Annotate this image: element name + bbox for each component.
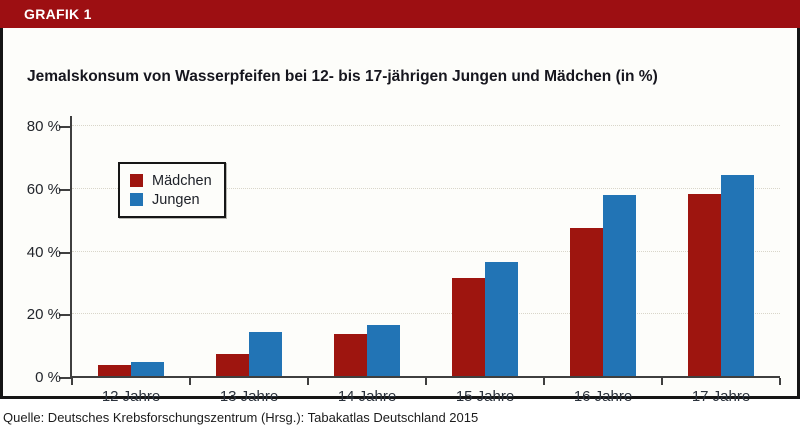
y-tick-20 xyxy=(59,314,72,317)
bar-jungen-17-jahre xyxy=(721,174,754,376)
bar-jungen-12-jahre xyxy=(131,362,164,376)
x-tick-5 xyxy=(661,378,663,385)
bar-maedchen-17-jahre xyxy=(688,193,721,376)
legend-item-maedchen: Mädchen xyxy=(130,171,212,190)
legend-item-jungen: Jungen xyxy=(130,190,212,209)
bar-maedchen-15-jahre xyxy=(452,278,485,376)
gridline-80 xyxy=(72,125,780,127)
bar-maedchen-16-jahre xyxy=(570,227,603,376)
x-label-14-jahre: 14 Jahre xyxy=(337,388,397,405)
x-label-13-jahre: 13 Jahre xyxy=(219,388,279,405)
legend-label: Jungen xyxy=(152,191,200,208)
y-tick-0 xyxy=(59,377,72,379)
legend-items: Mädchen Jungen xyxy=(130,171,212,209)
x-tick-6 xyxy=(779,378,781,385)
source-caption: Quelle: Deutsches Krebsforschungszentrum… xyxy=(3,410,479,425)
y-tick-label-20: 20 % xyxy=(26,306,61,324)
y-tick-40 xyxy=(59,251,72,254)
x-tick-1 xyxy=(189,378,191,385)
bar-maedchen-14-jahre xyxy=(334,334,367,376)
x-label-17-jahre: 17 Jahre xyxy=(691,388,751,405)
bar-maedchen-12-jahre xyxy=(98,365,131,376)
bar-maedchen-13-jahre xyxy=(216,353,249,376)
y-tick-label-80: 80 % xyxy=(26,118,61,136)
x-tick-2 xyxy=(307,378,309,385)
bar-jungen-13-jahre xyxy=(249,332,282,376)
bar-jungen-15-jahre xyxy=(485,262,518,376)
legend-label: Mädchen xyxy=(152,172,212,189)
y-tick-label-40: 40 % xyxy=(26,243,61,261)
y-tick-label-60: 60 % xyxy=(26,180,61,198)
figure-header-bar: GRAFIK 1 xyxy=(0,0,800,28)
plot-area xyxy=(70,116,780,378)
gridline-60 xyxy=(72,187,780,189)
figure-header-label: GRAFIK 1 xyxy=(24,6,92,22)
legend: Mädchen Jungen xyxy=(118,162,226,218)
gridline-40 xyxy=(72,250,780,252)
legend-swatch-icon xyxy=(130,174,143,187)
y-tick-label-0: 0 % xyxy=(35,369,61,386)
x-label-15-jahre: 15 Jahre xyxy=(455,388,515,405)
x-label-16-jahre: 16 Jahre xyxy=(573,388,633,405)
x-tick-3 xyxy=(425,378,427,385)
x-label-12-jahre: 12 Jahre xyxy=(101,388,161,405)
y-tick-80 xyxy=(59,126,72,129)
y-tick-60 xyxy=(59,188,72,191)
figure-box: Jemalskonsum von Wasserpfeifen bei 12- b… xyxy=(0,28,800,405)
bar-jungen-14-jahre xyxy=(367,325,400,376)
legend-swatch-icon xyxy=(130,193,143,206)
gridline-20 xyxy=(72,313,780,315)
x-tick-0 xyxy=(71,378,73,385)
x-tick-4 xyxy=(543,378,545,385)
bar-jungen-16-jahre xyxy=(603,195,636,376)
chart-title: Jemalskonsum von Wasserpfeifen bei 12- b… xyxy=(27,68,658,85)
